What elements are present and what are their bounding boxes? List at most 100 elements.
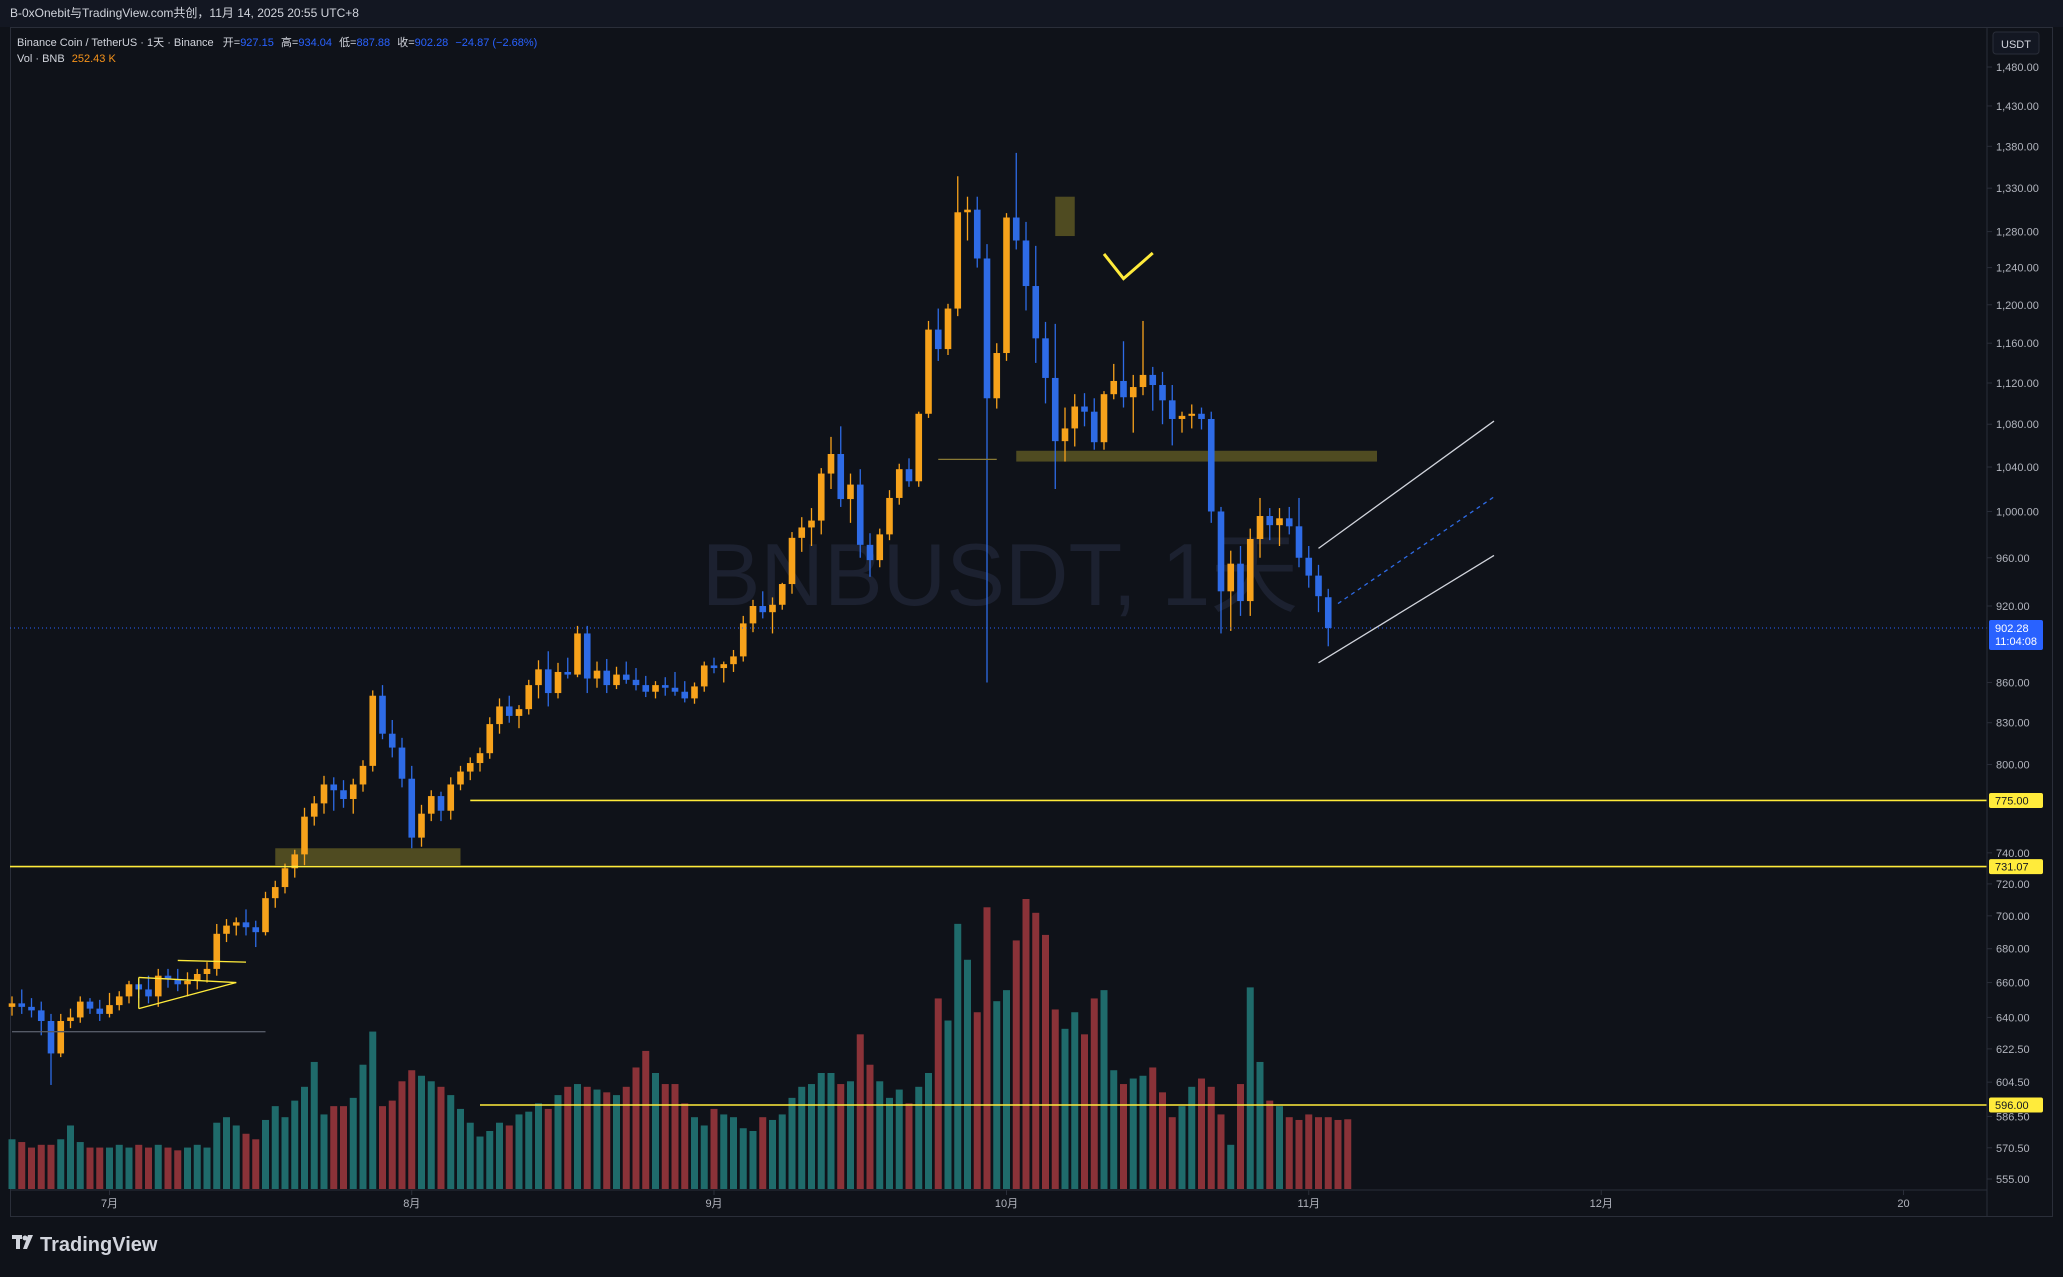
candle-body: [1227, 563, 1235, 592]
volume-bar: [847, 1081, 854, 1189]
price-tick-label: 920.00: [1996, 601, 2030, 613]
volume-layer: [8, 899, 1352, 1189]
volume-bar: [281, 1117, 289, 1189]
candle-body: [720, 664, 728, 669]
candle-body: [739, 623, 747, 657]
price-tick-label: 1,160.00: [1996, 338, 2039, 350]
candle-body: [1295, 526, 1303, 558]
candle-body: [1266, 516, 1274, 526]
price-tick-label: 640.00: [1996, 1012, 2030, 1024]
volume-bar: [369, 1031, 377, 1189]
candle-body: [203, 968, 211, 974]
volume-bar: [213, 1122, 221, 1189]
level-price-value: 596.00: [1995, 1100, 2029, 1112]
support-zone[interactable]: [1055, 196, 1075, 237]
candle-body: [505, 706, 513, 716]
candle-body: [359, 765, 367, 785]
volume-bar: [427, 1081, 435, 1189]
volume-bar: [954, 923, 962, 1189]
volume-bar: [76, 1142, 84, 1189]
chart-legend: Binance Coin / TetherUS · 1天 · Binance 开…: [17, 35, 537, 67]
time-tick-label: 7月: [101, 1198, 118, 1210]
candle-body: [213, 933, 221, 969]
candle-body: [983, 258, 991, 399]
channel-line-lower[interactable]: [1318, 554, 1495, 664]
price-tick-label: 740.00: [1996, 848, 2030, 860]
volume-bar: [330, 1106, 338, 1189]
price-tick-label: 1,430.00: [1996, 101, 2039, 113]
price-tick-label: 1,380.00: [1996, 141, 2039, 153]
channel-midline[interactable]: [1337, 496, 1495, 605]
volume-bar: [632, 1067, 640, 1189]
volume-bar: [1188, 1086, 1196, 1189]
support-zone[interactable]: [275, 848, 461, 866]
candle-body: [1139, 374, 1147, 388]
volume-bar: [1305, 1114, 1313, 1189]
legend-volume-label[interactable]: Vol · BNB: [17, 53, 65, 65]
volume-bar: [184, 1147, 191, 1189]
volume-bar: [57, 1139, 65, 1189]
candle-body: [418, 813, 425, 838]
volume-bar: [788, 1097, 796, 1189]
candle-body: [866, 544, 874, 561]
candle-body: [1110, 380, 1118, 395]
volume-bar: [1217, 1114, 1225, 1189]
legend-close-value: 902.28: [414, 37, 449, 49]
volume-bar: [437, 1086, 445, 1189]
time-axis[interactable]: 7月 8月 9月 10月 11月 12月 20: [10, 1189, 1987, 1210]
candle-body: [1305, 557, 1313, 576]
candle-body: [184, 980, 191, 985]
candle-body: [1315, 575, 1322, 597]
candle-body: [691, 686, 698, 699]
candle-body: [730, 656, 737, 665]
currency-box[interactable]: [1992, 31, 2040, 55]
volume-bar: [1032, 912, 1040, 1189]
price-tick-label: 700.00: [1996, 911, 2030, 923]
volume-bar: [778, 1114, 786, 1189]
triangle-top[interactable]: [138, 976, 237, 984]
tradingview-logo-text: TradingView: [40, 1234, 158, 1256]
volume-bar: [564, 1086, 572, 1189]
volume-bar: [174, 1150, 182, 1189]
candle-body: [681, 691, 689, 699]
triangle-bottom[interactable]: [138, 981, 237, 1010]
candle-body: [145, 989, 152, 997]
volume-bar: [447, 1095, 455, 1189]
volume-bar: [1198, 1078, 1205, 1189]
legend-high-value: 934.04: [298, 37, 332, 49]
legend-change-value: −24.87 (−2.68%): [455, 37, 538, 49]
volume-bar: [135, 1144, 143, 1189]
volume-bar: [476, 1136, 484, 1189]
current-price-value: 902.28: [1995, 623, 2029, 635]
price-tick-label: 800.00: [1996, 759, 2030, 771]
volume-bar: [466, 1122, 474, 1189]
volume-bar: [808, 1084, 815, 1189]
time-tick-label: 20: [1897, 1198, 1909, 1210]
candle-body: [486, 724, 494, 754]
volume-bar: [515, 1114, 523, 1189]
candle-body: [466, 763, 474, 772]
volume-bar: [242, 1133, 250, 1189]
candle-body: [1012, 217, 1020, 241]
price-tick-label: 1,120.00: [1996, 378, 2039, 390]
support-zone[interactable]: [1016, 450, 1377, 462]
candle-body: [193, 973, 201, 981]
tradingview-logo[interactable]: TradingView: [12, 1234, 157, 1257]
candle-body: [427, 796, 435, 814]
underline-mark[interactable]: [177, 959, 247, 963]
candle-body: [223, 925, 230, 934]
currency-label[interactable]: USDT: [2001, 39, 2031, 51]
candle-body: [925, 329, 932, 414]
candle-body: [1198, 413, 1205, 419]
candle-body: [671, 687, 679, 692]
price-axis[interactable]: USDT 1,480.00 1,430.00 1,380.00 1,330.00 1,2…: [1986, 28, 2040, 1216]
channel-line-upper[interactable]: [1318, 420, 1495, 549]
current-price-tag: [1989, 620, 2043, 651]
candle-body: [1071, 406, 1079, 429]
checkmark-icon[interactable]: [1102, 251, 1154, 281]
volume-bar: [622, 1086, 630, 1189]
time-tick-label: 8月: [403, 1198, 420, 1210]
legend-symbol[interactable]: Binance Coin / TetherUS · 1天 · Binance: [17, 37, 214, 49]
